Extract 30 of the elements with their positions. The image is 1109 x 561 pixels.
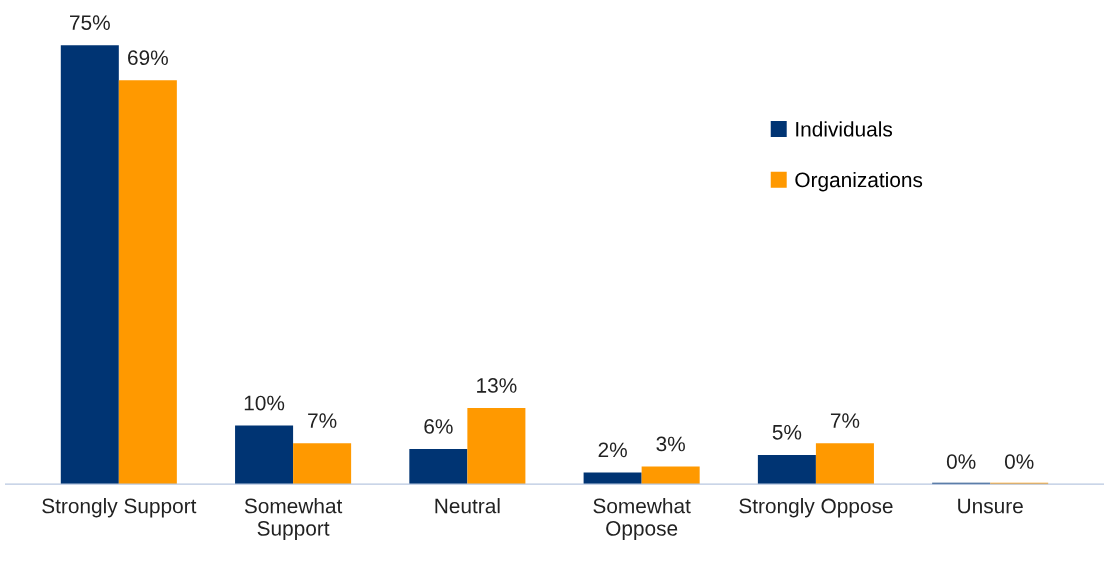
legend-label: Organizations [795, 171, 923, 192]
data-label: 69% [128, 50, 168, 66]
data-label: 10% [244, 395, 285, 411]
bar [815, 443, 874, 485]
x-tick-label: Neutral [435, 498, 500, 514]
data-label: 0% [1004, 454, 1034, 469]
bar [60, 45, 119, 485]
x-tick-label: Somewhat Oppose [593, 498, 691, 540]
bar [235, 425, 294, 485]
bar [409, 449, 468, 485]
x-tick-label: Somewhat Support [244, 498, 343, 540]
x-tick-label: Strongly Oppose [739, 498, 893, 518]
data-label: 7% [830, 413, 860, 428]
data-label: 6% [424, 419, 453, 434]
bar [293, 443, 352, 485]
bar [467, 408, 526, 485]
data-label: 75% [70, 15, 110, 30]
data-label: 3% [656, 436, 685, 452]
data-label: 13% [477, 378, 517, 393]
data-label: 2% [598, 442, 627, 458]
bar [641, 466, 700, 485]
x-tick-label: Strongly Support [42, 498, 197, 518]
legend-label: Individuals [796, 121, 893, 137]
x-tick-label: Unsure [958, 498, 1023, 514]
bar [757, 454, 816, 485]
data-label: 7% [308, 413, 337, 428]
data-label: 0% [946, 454, 976, 469]
bar [583, 472, 642, 485]
data-label: 5% [772, 424, 802, 440]
bar [118, 80, 177, 485]
